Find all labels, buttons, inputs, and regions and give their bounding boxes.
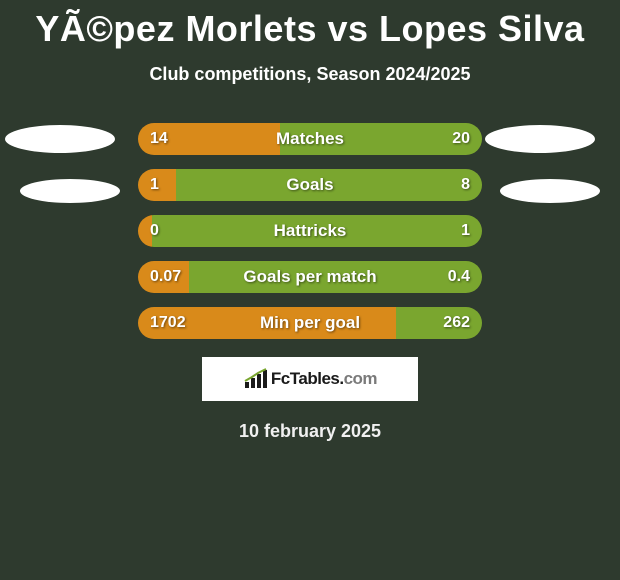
right-value: 1 <box>461 222 470 240</box>
player-left-ellipse-1 <box>5 125 115 153</box>
date-text: 10 february 2025 <box>0 421 620 442</box>
comparison-row: 0.07 0.4 Goals per match <box>0 261 620 293</box>
player-left-ellipse-2 <box>20 179 120 203</box>
comparison-rows: 14 20 Matches 1 8 Goals 0 1 Hattricks 0.07 0.4 Goal… <box>0 123 620 339</box>
comparison-content: 14 20 Matches 1 8 Goals 0 1 Hattricks 0.07 0.4 Goal… <box>0 123 620 442</box>
left-value: 14 <box>150 130 168 148</box>
stat-label: Goals <box>286 175 333 195</box>
right-value: 20 <box>452 130 470 148</box>
right-value: 262 <box>443 314 470 332</box>
subtitle: Club competitions, Season 2024/2025 <box>0 64 620 85</box>
comparison-row: 0 1 Hattricks <box>0 215 620 247</box>
fctables-com: com <box>344 369 377 388</box>
comparison-row: 1702 262 Min per goal <box>0 307 620 339</box>
left-value: 1 <box>150 176 159 194</box>
left-value: 0 <box>150 222 159 240</box>
fctables-name: FcTables <box>271 369 339 388</box>
chart-icon <box>243 368 269 390</box>
stat-label: Min per goal <box>260 313 360 333</box>
stat-label: Hattricks <box>274 221 347 241</box>
right-value: 0.4 <box>448 268 470 286</box>
comparison-bar: 0 1 Hattricks <box>138 215 482 247</box>
fctables-attribution: FcTables.com <box>202 357 418 401</box>
stat-label: Goals per match <box>243 267 376 287</box>
comparison-bar: 14 20 Matches <box>138 123 482 155</box>
comparison-bar: 1 8 Goals <box>138 169 482 201</box>
comparison-bar: 0.07 0.4 Goals per match <box>138 261 482 293</box>
comparison-bar: 1702 262 Min per goal <box>138 307 482 339</box>
stat-label: Matches <box>276 129 344 149</box>
player-right-ellipse-1 <box>485 125 595 153</box>
player-right-ellipse-2 <box>500 179 600 203</box>
left-value: 0.07 <box>150 268 181 286</box>
fctables-text: FcTables.com <box>271 369 377 389</box>
fctables-logo: FcTables.com <box>243 368 377 390</box>
page-title: YÃ©pez Morlets vs Lopes Silva <box>0 0 620 50</box>
left-value: 1702 <box>150 314 186 332</box>
right-value: 8 <box>461 176 470 194</box>
